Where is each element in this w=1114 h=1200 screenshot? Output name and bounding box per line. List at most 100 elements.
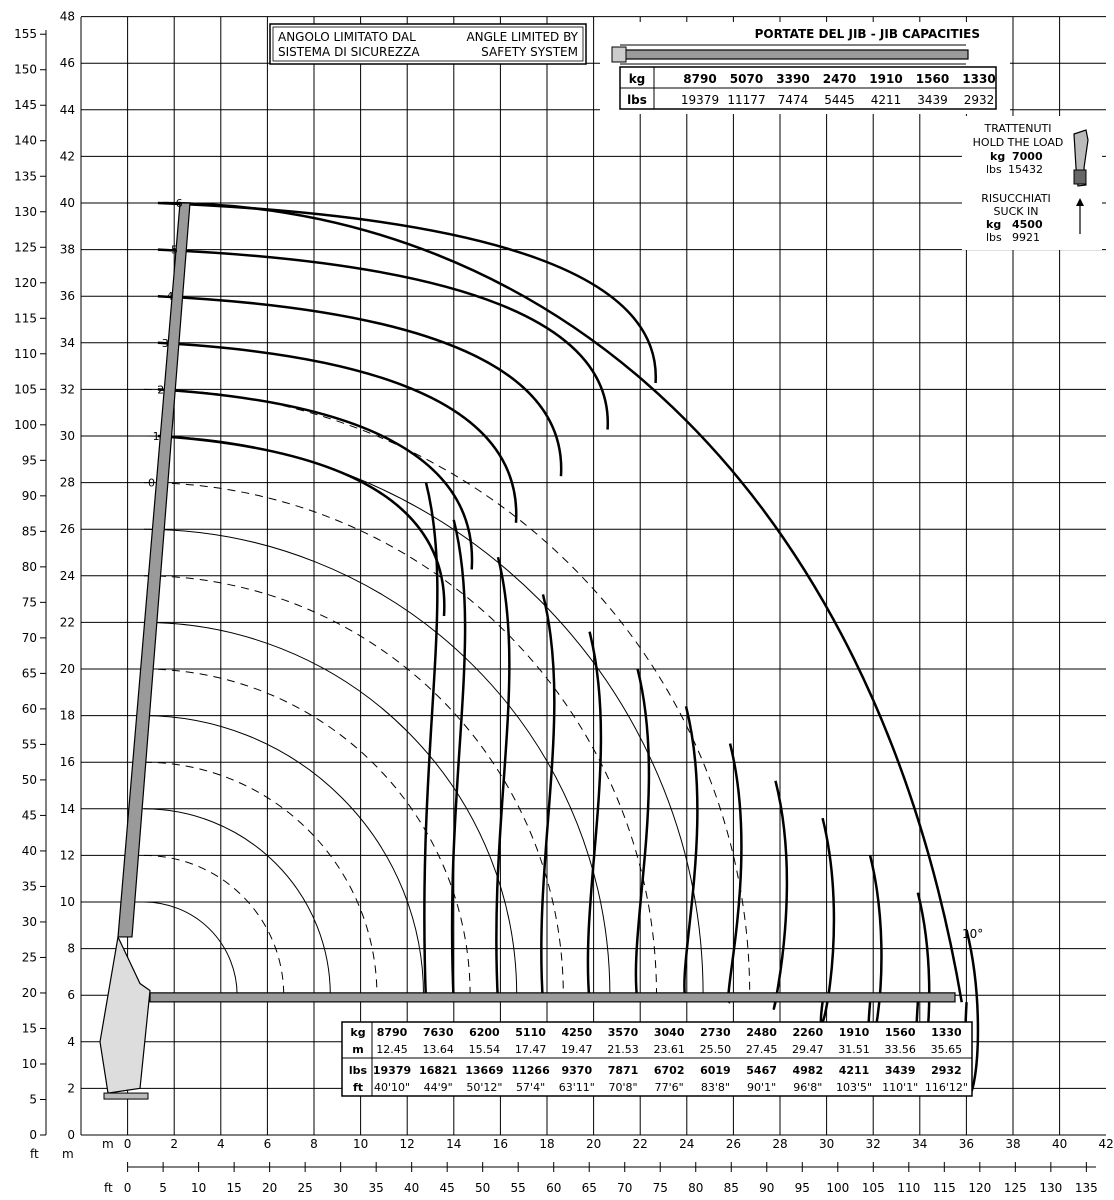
left-ft-tick: 155 bbox=[14, 27, 37, 41]
jib-kg-value: 5070 bbox=[730, 72, 763, 86]
angle-note-it-1: ANGOLO LIMITATO DAL bbox=[278, 30, 416, 44]
extension-label: 3 bbox=[162, 337, 169, 350]
left-ft-tick: 150 bbox=[14, 63, 37, 77]
bottom-ft-tick: 30 bbox=[333, 1181, 348, 1195]
table-m-value: 27.45 bbox=[746, 1043, 778, 1056]
jib-kg-value: 1910 bbox=[869, 72, 902, 86]
extension-envelope bbox=[157, 248, 609, 430]
left-ft-tick: 65 bbox=[22, 666, 37, 680]
angle-note-en-1: ANGLE LIMITED BY bbox=[466, 30, 578, 44]
left-m-tick: 10 bbox=[60, 895, 75, 909]
table-lbs-value: 11266 bbox=[511, 1064, 550, 1077]
hold-lbs-label: lbs bbox=[986, 163, 1002, 176]
table-m-value: 31.51 bbox=[838, 1043, 870, 1056]
table-lbs-label: lbs bbox=[349, 1064, 368, 1077]
table-lbs-value: 13669 bbox=[465, 1064, 503, 1077]
left-ft-tick: 10 bbox=[22, 1057, 37, 1071]
bottom-m-tick: 30 bbox=[819, 1137, 834, 1151]
capacity-line bbox=[727, 743, 743, 1004]
bottom-m-tick: 20 bbox=[586, 1137, 601, 1151]
crane-base bbox=[99, 934, 151, 1094]
left-m-tick: 16 bbox=[60, 755, 75, 769]
left-ft-tick: 30 bbox=[22, 915, 37, 929]
table-m-value: 15.54 bbox=[469, 1043, 501, 1056]
table-kg-value: 2260 bbox=[792, 1026, 823, 1039]
bottom-ft-tick: 135 bbox=[1075, 1181, 1098, 1195]
extension-envelope bbox=[157, 434, 446, 617]
jib-kg-value: 1330 bbox=[962, 72, 995, 86]
suck-line1: RISUCCHIATI bbox=[981, 192, 1050, 205]
bottom-ft-tick: 40 bbox=[404, 1181, 419, 1195]
capacity-line bbox=[450, 519, 467, 1003]
table-ft-value: 63'11" bbox=[559, 1081, 595, 1094]
jib-title: PORTATE DEL JIB - JIB CAPACITIES bbox=[755, 27, 980, 41]
table-ft-value: 77'6" bbox=[655, 1081, 684, 1094]
left-m-tick: 12 bbox=[60, 848, 75, 862]
table-ft-label: ft bbox=[353, 1081, 363, 1094]
bottom-m-tick: 38 bbox=[1005, 1137, 1020, 1151]
left-ft-unit: ft bbox=[30, 1147, 39, 1161]
capacity-line bbox=[495, 556, 511, 1003]
bottom-m-tick: 36 bbox=[959, 1137, 974, 1151]
bottom-m-unit: m bbox=[102, 1137, 114, 1151]
left-ft-tick: 40 bbox=[22, 844, 37, 858]
table-lbs-value: 9370 bbox=[561, 1064, 592, 1077]
left-ft-tick: 115 bbox=[14, 311, 37, 325]
left-ft-tick: 15 bbox=[22, 1021, 37, 1035]
left-ft-tick: 110 bbox=[14, 347, 37, 361]
left-ft-tick: 5 bbox=[29, 1092, 37, 1106]
table-lbs-value: 7871 bbox=[608, 1064, 639, 1077]
bottom-m-tick: 16 bbox=[493, 1137, 508, 1151]
left-m-tick: 8 bbox=[67, 942, 75, 956]
table-ft-value: 110'1" bbox=[882, 1081, 918, 1094]
left-ft-tick: 145 bbox=[14, 98, 37, 112]
left-ft-tick: 70 bbox=[22, 631, 37, 645]
table-lbs-value: 6019 bbox=[700, 1064, 731, 1077]
left-m-tick: 20 bbox=[60, 662, 75, 676]
boom-horizontal bbox=[149, 992, 956, 1003]
table-lbs-value: 4982 bbox=[792, 1064, 823, 1077]
capacity-line bbox=[683, 705, 699, 1003]
extension-envelope bbox=[157, 388, 474, 570]
extension-envelope bbox=[157, 341, 518, 523]
left-m-tick: 44 bbox=[60, 103, 75, 117]
radius-arc bbox=[143, 388, 751, 996]
winch-capacities: TRATTENUTI HOLD THE LOAD kg 7000 lbs 154… bbox=[962, 116, 1102, 250]
left-ft-tick: 35 bbox=[22, 879, 37, 893]
bottom-ft-tick: 120 bbox=[968, 1181, 991, 1195]
table-ft-value: 96'8" bbox=[793, 1081, 822, 1094]
bottom-m-tick: 2 bbox=[170, 1137, 178, 1151]
bottom-m-tick: 6 bbox=[264, 1137, 272, 1151]
radius-arc bbox=[143, 621, 518, 996]
bottom-ft-unit: ft bbox=[104, 1181, 113, 1195]
left-ft-tick: 120 bbox=[14, 276, 37, 290]
table-kg-value: 7630 bbox=[423, 1026, 454, 1039]
table-kg-value: 5110 bbox=[515, 1026, 546, 1039]
left-m-tick: 2 bbox=[67, 1081, 75, 1095]
table-m-value: 19.47 bbox=[561, 1043, 593, 1056]
jib-lbs-value: 4211 bbox=[871, 93, 902, 107]
left-ft-tick: 50 bbox=[22, 773, 37, 787]
extension-label: 2 bbox=[157, 383, 164, 396]
bottom-m-tick: 14 bbox=[446, 1137, 461, 1151]
bottom-ft-tick: 15 bbox=[226, 1181, 241, 1195]
radius-arc bbox=[143, 761, 378, 996]
table-kg-value: 8790 bbox=[377, 1026, 408, 1039]
bottom-ft-tick: 95 bbox=[795, 1181, 810, 1195]
left-ft-tick: 125 bbox=[14, 240, 37, 254]
bottom-m-tick: 22 bbox=[633, 1137, 648, 1151]
bottom-ft-tick: 0 bbox=[124, 1181, 132, 1195]
hold-lbs: 15432 bbox=[1008, 163, 1043, 176]
extension-envelope bbox=[157, 201, 657, 384]
suck-lbs-label: lbs bbox=[986, 231, 1002, 244]
bottom-ft-tick: 70 bbox=[617, 1181, 632, 1195]
crane-boom: 0 1 2 3 4 5 6 bbox=[99, 197, 956, 1100]
table-kg-value: 3570 bbox=[608, 1026, 639, 1039]
capacity-line bbox=[772, 780, 789, 1010]
left-ft-tick: 105 bbox=[14, 382, 37, 396]
left-m-tick: 38 bbox=[60, 243, 75, 257]
left-m-tick: 24 bbox=[60, 569, 75, 583]
bottom-ft-tick: 5 bbox=[159, 1181, 167, 1195]
radius-arc bbox=[143, 808, 331, 996]
jib-kg-label: kg bbox=[629, 72, 646, 86]
